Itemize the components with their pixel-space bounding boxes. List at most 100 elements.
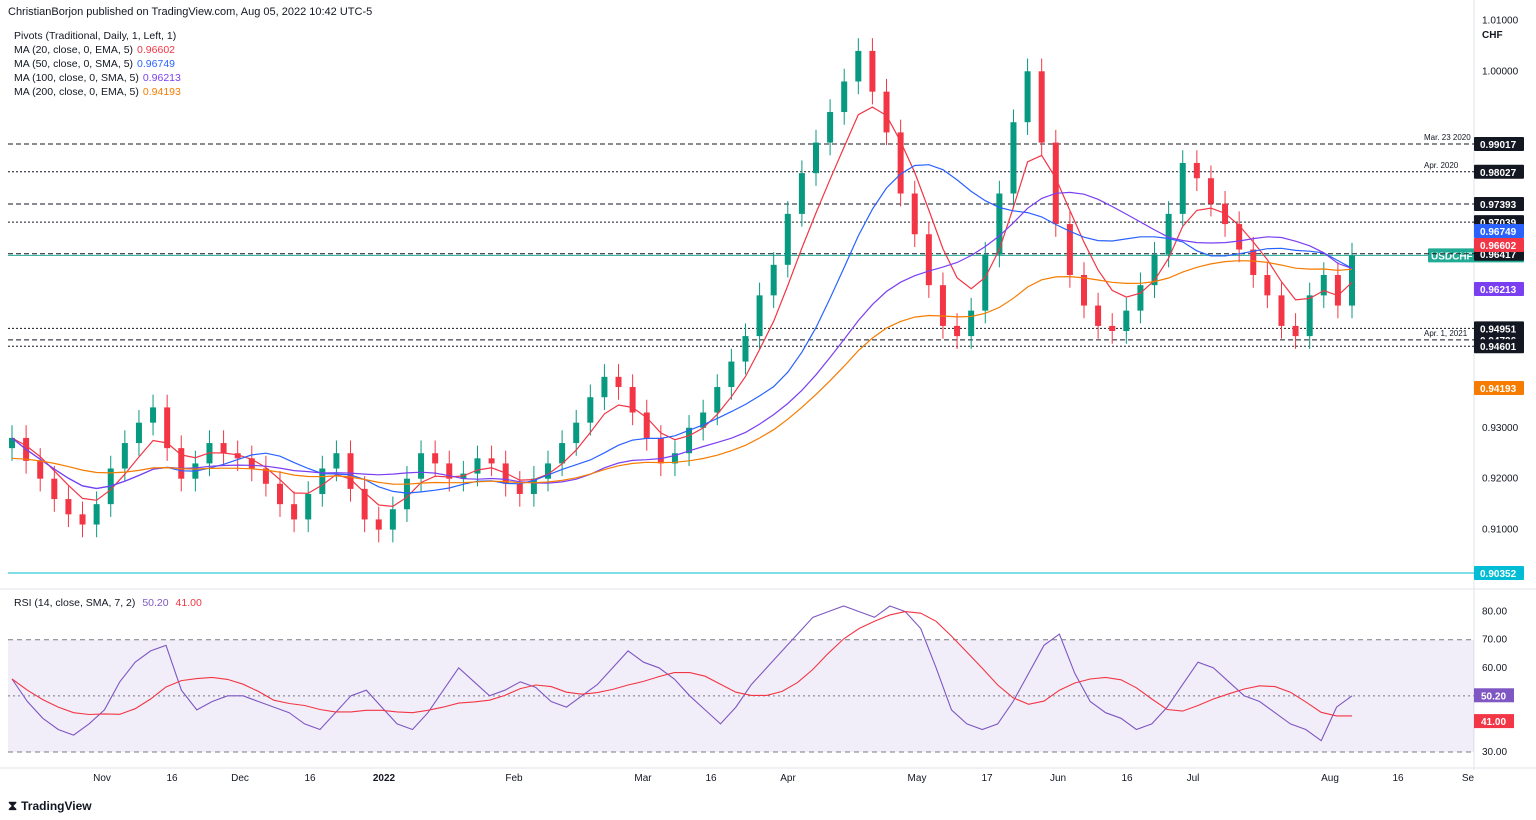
ma-tag-2 [1474,282,1524,296]
candle-body [925,234,932,286]
tradingview-logo[interactable]: ⧗ TradingView [8,798,92,814]
level-tag-price-4: 0.97393 [1480,200,1517,211]
candle-body [361,488,368,520]
time-tick-1: 16 [166,773,178,784]
level-tag-price-9: 0.94601 [1480,342,1517,353]
candle-body [1151,254,1158,286]
candle-body [1306,295,1313,337]
legend-ma100[interactable]: MA (100, close, 0, SMA, 5) 0.96213 [14,72,181,84]
level-label-3: Apr. 2020 [1424,161,1459,170]
legend-rsi-value: 50.20 [142,597,169,609]
time-tick-10: 17 [981,773,993,784]
candle-body [1066,224,1073,275]
candle-body [403,478,410,510]
candle-body [135,422,142,444]
candle-body [121,443,128,469]
level-tag-price-3: 0.98027 [1480,168,1517,179]
level-tag-9 [1474,339,1524,354]
price-tick-2: 0.93000 [1482,423,1519,434]
candle-body [1250,249,1257,275]
candle-body [79,514,86,525]
ma-tag-price-3: 0.94193 [1480,384,1517,395]
level-tag-price-6: 0.96417 [1480,250,1517,261]
candle-body [248,458,255,469]
ma20-line [11,106,1353,508]
rsi-tick-2: 60.00 [1482,663,1507,674]
time-tick-13: Jul [1187,773,1200,784]
candle-body [1278,295,1285,326]
rsi-signal-tag-text: 41.00 [1481,717,1506,728]
rsi-value-tag [1474,688,1514,703]
legend-ma50[interactable]: MA (50, close, 0, SMA, 5) 0.96749 [14,58,175,70]
price-tick-1: 1.00000 [1482,66,1519,77]
time-tick-5: Feb [505,773,523,784]
candle-body [446,463,453,479]
candle-body [234,453,241,459]
candle-body [262,468,269,484]
candle-body [954,325,961,337]
ma-tag-price-2: 0.96213 [1480,285,1517,296]
candle-body [1179,162,1186,214]
ma-tag-price-1: 0.96602 [1480,241,1517,252]
candle-body [1109,325,1116,332]
candle-body [1193,162,1200,179]
time-tick-3: 16 [304,773,316,784]
level-tag-price-2: 0.99017 [1480,140,1517,151]
candle-body [897,132,904,194]
legend-ma200[interactable]: MA (200, close, 0, EMA, 5) 0.94193 [14,86,181,98]
time-tick-12: 16 [1121,773,1133,784]
candle-body [671,453,678,464]
rsi-tick-3: 30.00 [1482,747,1507,758]
candle-body [93,504,100,525]
time-tick-4: 2022 [373,773,396,784]
legend-ma100-label: MA (100, close, 0, SMA, 5) [14,72,139,84]
candle-body [657,437,664,464]
rsi-line [11,605,1353,742]
rsi-signal-tag [1474,714,1514,729]
candle-body [573,422,580,444]
candle-body [37,460,44,479]
legend-pivots[interactable]: Pivots (Traditional, Daily, 1, Left, 1) [14,30,177,42]
time-tick-6: Mar [634,773,652,784]
candle-body [1165,213,1172,255]
price-tick-3: 0.92000 [1482,474,1519,485]
rsi-value-tag-text: 50.20 [1481,691,1506,702]
candle-body [742,336,749,362]
legend-ma20[interactable]: MA (20, close, 0, EMA, 5) 0.96602 [14,44,175,56]
time-tick-7: 16 [705,773,717,784]
candle-body [150,407,157,423]
candle-body [813,142,819,174]
candle-body [1052,142,1059,225]
ma-tag-3 [1474,381,1524,395]
candle-body [869,50,876,92]
candle-body [530,478,537,494]
candle-body [728,361,735,388]
candle-body [827,112,834,143]
candle-body [615,376,622,388]
candle-body [798,173,805,214]
candle-body [305,493,312,520]
ma200-line [11,260,1353,485]
legend-ma50-label: MA (50, close, 0, SMA, 5) [14,58,134,70]
candle-body [1137,285,1144,311]
legend-ma50-value: 0.96749 [137,58,176,70]
candle-body [164,407,171,449]
candle-body [319,468,326,494]
level-tag-2 [1474,137,1524,151]
candle-body [1334,274,1341,306]
candle-body [1207,178,1214,204]
ma-tag-0 [1474,224,1524,238]
level-tag-7 [1474,321,1524,336]
candle-body [841,81,848,113]
tradingview-brand-text: TradingView [21,799,92,813]
level-tag-price-5: 0.97039 [1480,218,1517,229]
candle-body [418,453,425,479]
ma100-line [11,191,1353,490]
candle-body [643,412,650,438]
legend-rsi[interactable]: RSI (14, close, SMA, 7, 2) 50.20 41.00 [14,597,202,609]
candle-body [770,264,777,296]
candle-body [432,453,439,464]
level-label-2: Mar. 23 2020 [1424,133,1471,142]
candle-body [474,458,481,474]
